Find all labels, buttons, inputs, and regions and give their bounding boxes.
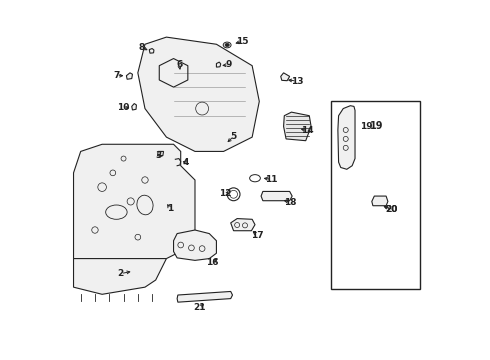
- Polygon shape: [177, 292, 232, 302]
- Polygon shape: [261, 192, 292, 201]
- Polygon shape: [157, 152, 164, 156]
- Polygon shape: [74, 258, 167, 294]
- Text: 19: 19: [360, 122, 373, 131]
- Text: 11: 11: [265, 175, 278, 184]
- Polygon shape: [138, 37, 259, 152]
- Text: 15: 15: [236, 37, 248, 46]
- Text: 8: 8: [138, 42, 145, 51]
- Polygon shape: [149, 49, 154, 53]
- Text: 21: 21: [193, 303, 205, 312]
- Text: 4: 4: [183, 158, 189, 167]
- Text: 16: 16: [206, 258, 219, 267]
- Text: 7: 7: [113, 71, 120, 80]
- Polygon shape: [217, 62, 221, 67]
- Text: 20: 20: [385, 205, 398, 214]
- Ellipse shape: [225, 43, 229, 46]
- Polygon shape: [231, 219, 255, 231]
- Text: 6: 6: [176, 60, 182, 69]
- Text: 10: 10: [117, 103, 129, 112]
- Text: 1: 1: [167, 204, 173, 213]
- Text: 12: 12: [219, 189, 231, 198]
- Text: 13: 13: [291, 77, 303, 86]
- Polygon shape: [74, 144, 195, 258]
- Text: 2: 2: [118, 269, 124, 278]
- Text: 20: 20: [385, 205, 398, 214]
- Text: 5: 5: [230, 132, 237, 141]
- Text: 9: 9: [226, 60, 232, 69]
- Polygon shape: [338, 106, 355, 169]
- Polygon shape: [126, 73, 132, 79]
- Text: 19: 19: [370, 121, 384, 131]
- Polygon shape: [284, 112, 311, 141]
- Polygon shape: [173, 230, 217, 260]
- Polygon shape: [132, 104, 136, 110]
- Polygon shape: [372, 196, 388, 206]
- Text: 3: 3: [155, 151, 162, 160]
- Polygon shape: [159, 59, 188, 87]
- Text: 17: 17: [251, 231, 264, 240]
- Text: 14: 14: [301, 126, 314, 135]
- Polygon shape: [281, 73, 290, 81]
- Text: 18: 18: [285, 198, 297, 207]
